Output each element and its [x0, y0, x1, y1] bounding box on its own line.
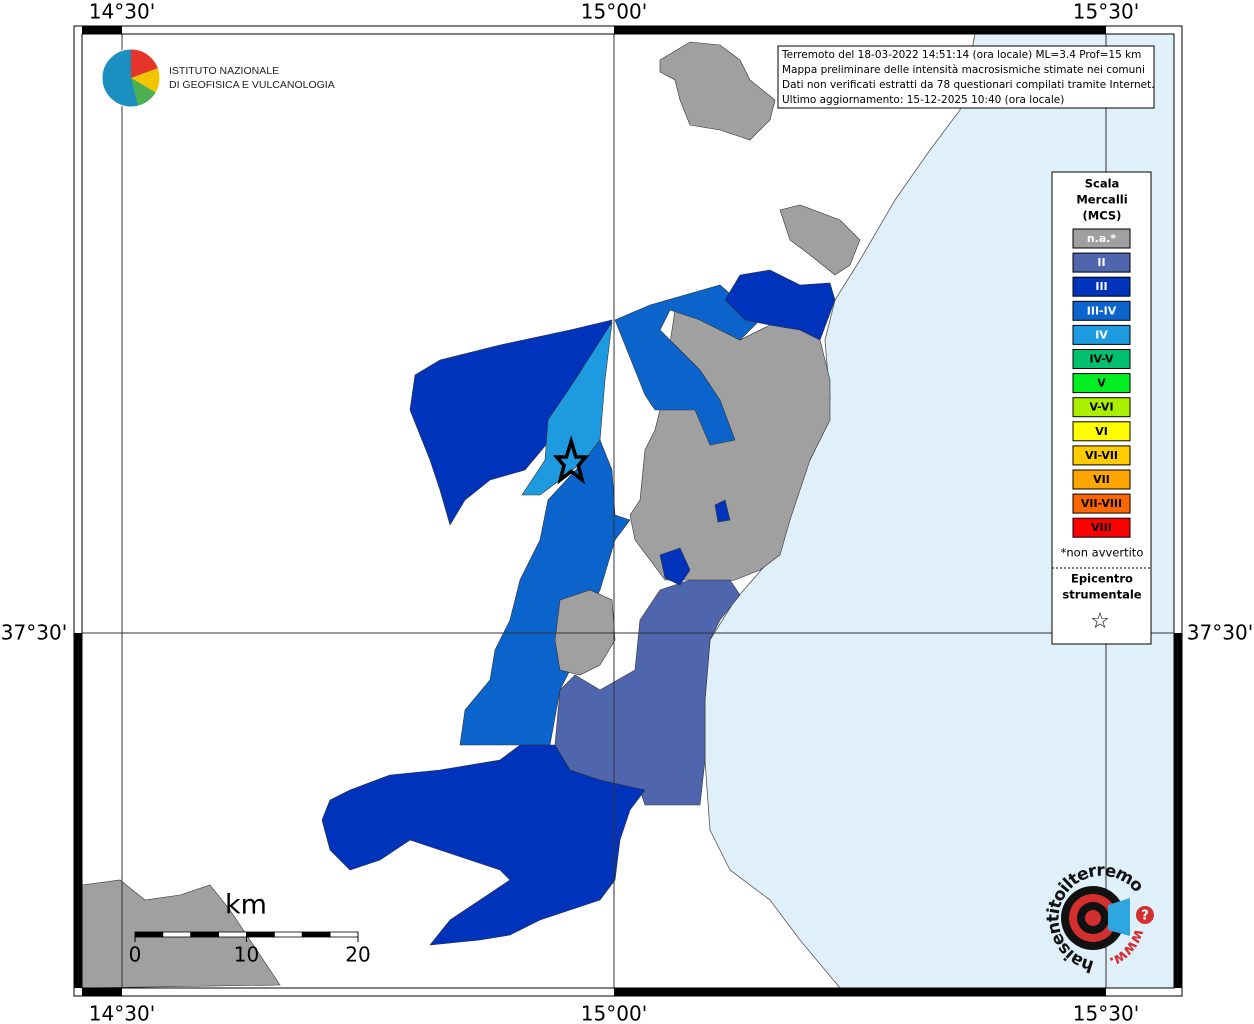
ingv-logo	[101, 48, 161, 108]
legend-label: IV	[1095, 328, 1108, 341]
info-box	[777, 45, 1155, 109]
scale-segment	[273, 931, 303, 938]
legend-label: IV-V	[1089, 353, 1114, 366]
legend-epicenter: strumentale	[1062, 588, 1141, 602]
scale-label: 0	[129, 943, 142, 967]
latitude-label: 37°30'	[1187, 621, 1253, 645]
info-line: Terremoto del 18-03-2022 14:51:14 (ora l…	[781, 49, 1141, 61]
legend-swatch	[1072, 517, 1131, 538]
logo-text: ISTITUTO NAZIONALE	[169, 65, 279, 77]
legend-swatch	[1072, 397, 1131, 418]
longitude-label: 14°30'	[89, 1002, 155, 1024]
scale-unit: km	[225, 890, 267, 921]
legend-swatch	[1072, 252, 1131, 273]
frame-segment	[1174, 633, 1182, 988]
scale-segment	[218, 931, 247, 938]
logo-segment	[131, 78, 156, 106]
region	[714, 499, 731, 523]
legend-note: *non avvertito	[1061, 546, 1144, 560]
longitude-label: 15°30'	[1073, 1002, 1139, 1024]
legend-label: VI-VII	[1085, 449, 1118, 462]
info-line: Dati non verificati estratti da 78 quest…	[782, 79, 1155, 91]
frame	[73, 25, 1183, 997]
frame-segment	[82, 988, 122, 996]
frame-segment	[74, 633, 82, 988]
site-logo-mark: ?	[1141, 909, 1149, 924]
site-logo-wave	[1108, 898, 1130, 936]
legend-swatch	[1072, 276, 1131, 297]
scale-segment	[190, 931, 220, 938]
scale-segment	[134, 931, 164, 938]
legend-label: VII	[1093, 473, 1110, 486]
region	[409, 319, 613, 526]
logo-segment	[131, 49, 158, 78]
info-line: Ultimo aggiornamento: 15-12-2025 10:40 (…	[782, 94, 1064, 106]
scale-segment	[301, 931, 331, 938]
logo-outline	[101, 48, 161, 108]
regions	[81, 41, 861, 989]
region	[779, 204, 861, 276]
logo-text: DI GEOFISICA E VULCANOLOGIA	[169, 79, 335, 91]
region	[459, 439, 631, 746]
legend-swatch	[1072, 373, 1131, 394]
region	[321, 744, 646, 946]
legend-title: (MCS)	[1083, 209, 1122, 223]
epicenter-star	[552, 435, 590, 485]
frame-segment	[614, 26, 1106, 34]
region	[659, 547, 691, 586]
longitude-label: 15°30'	[1073, 0, 1139, 24]
region	[554, 579, 741, 806]
scale-segment	[162, 931, 192, 938]
legend-label: V-VI	[1089, 401, 1113, 414]
legend-swatch	[1072, 469, 1131, 490]
legend-title: Mercalli	[1076, 193, 1127, 207]
legend-label: n.a.*	[1087, 232, 1117, 245]
legend-swatch	[1072, 421, 1131, 442]
legend-swatch	[1072, 300, 1131, 321]
latitude-label: 37°30'	[1, 621, 67, 645]
legend-swatch	[1072, 493, 1131, 514]
frame-segment	[82, 26, 122, 34]
legend-title: Scala	[1085, 177, 1120, 191]
site-logo-badge	[1136, 906, 1154, 924]
longitude-label: 14°30'	[89, 0, 155, 24]
legend-label: VII-VIII	[1081, 497, 1122, 510]
region	[521, 321, 613, 496]
site-logo-ring	[1085, 910, 1101, 926]
legend-swatch	[1072, 228, 1131, 249]
legend-label: II	[1097, 256, 1105, 269]
scale-segment	[329, 931, 359, 938]
legend-label: III-IV	[1087, 304, 1117, 317]
legend-swatch	[1072, 324, 1131, 345]
scale-label: 20	[345, 943, 370, 967]
legend-swatch	[1072, 349, 1131, 369]
legend-epicenter: Epicentro	[1071, 572, 1133, 586]
legend-label: V	[1097, 377, 1106, 390]
scale-segment	[246, 931, 275, 938]
legend-label: III	[1095, 280, 1107, 293]
logo-segment	[131, 68, 160, 93]
legend-epicenter-symbol: ☆	[1090, 609, 1110, 634]
scale-label: 10	[234, 943, 259, 967]
info-line: Mappa preliminare delle intensità macros…	[782, 64, 1145, 76]
region	[724, 269, 836, 341]
legend-label: VIII	[1091, 521, 1112, 534]
legend-label: VI	[1095, 425, 1108, 438]
legend-swatch	[1072, 445, 1131, 466]
longitude-label: 15°00'	[581, 1002, 647, 1024]
frame-segment	[614, 988, 1106, 996]
longitude-label: 15°00'	[581, 0, 647, 24]
region	[659, 41, 776, 141]
